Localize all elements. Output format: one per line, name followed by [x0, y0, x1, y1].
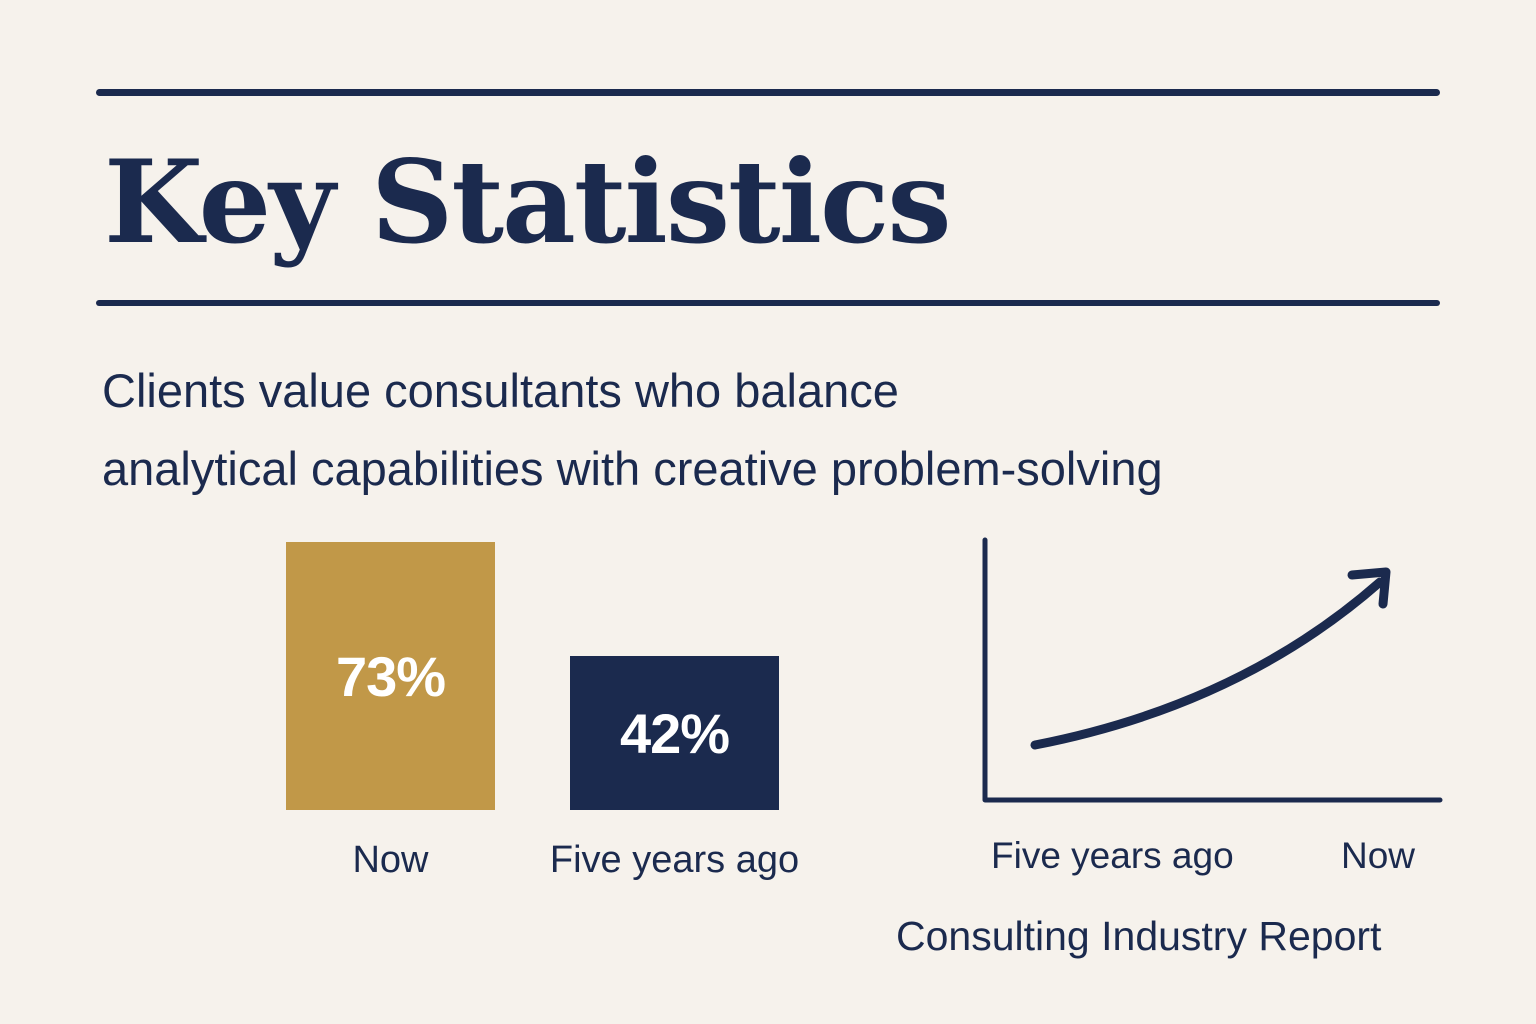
bar-category-label: Now: [352, 839, 429, 881]
bar-value-label: 73%: [335, 644, 446, 708]
subtitle: Clients value consultants who balance an…: [102, 352, 1442, 508]
bar-now: 73%: [286, 542, 495, 810]
trend-axes: [982, 537, 1443, 803]
subtitle-line-1: Clients value consultants who balance: [102, 364, 899, 417]
top-rule: [96, 89, 1440, 96]
subtitle-line-2: analytical capabilities with creative pr…: [102, 442, 1163, 495]
trend-line: [1030, 577, 1385, 750]
title-underline-rule: [96, 300, 1440, 306]
bar-five-years-ago: 42%: [570, 656, 779, 810]
page-title: Key Statistics: [104, 135, 952, 269]
trend-x-tick-label: Five years ago: [991, 835, 1234, 876]
trend-arrowhead: [1347, 567, 1391, 609]
trend-chart: [982, 537, 1443, 803]
source-caption: Consulting Industry Report: [896, 913, 1382, 959]
bar-value-label: 42%: [619, 701, 730, 765]
trend-x-tick-label: Now: [1341, 835, 1416, 876]
bar-category-label: Five years ago: [549, 839, 800, 881]
